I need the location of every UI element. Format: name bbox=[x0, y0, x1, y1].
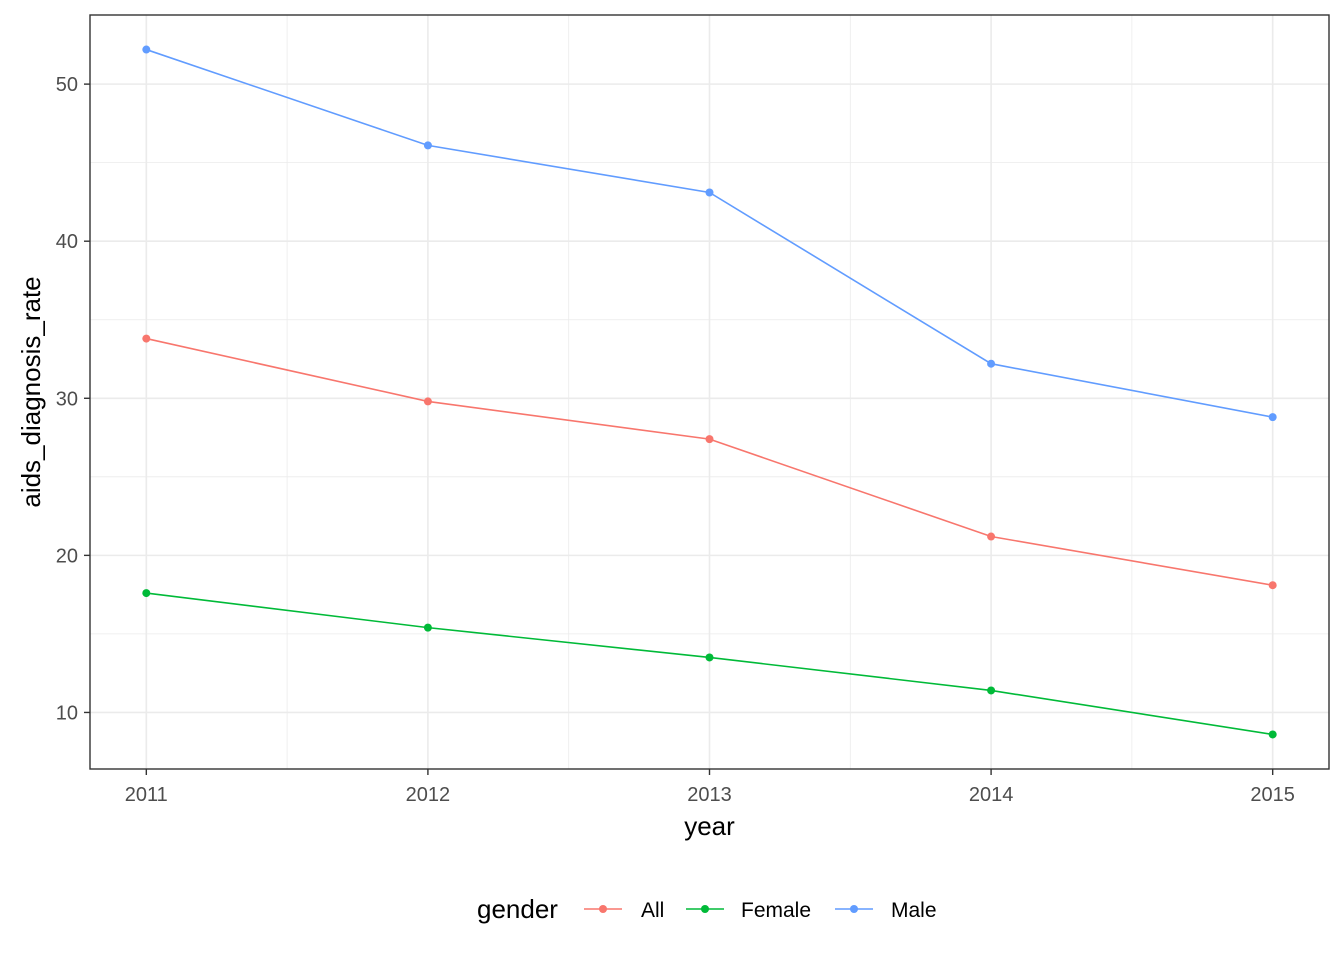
data-point-male bbox=[1268, 413, 1277, 422]
data-point-all bbox=[705, 435, 714, 444]
x-tick-label: 2015 bbox=[1250, 784, 1295, 806]
legend-title: gender bbox=[477, 894, 558, 924]
data-point-male bbox=[142, 45, 151, 54]
y-tick-label: 50 bbox=[56, 74, 78, 96]
legend-key-point-all bbox=[599, 905, 607, 913]
data-point-male bbox=[423, 141, 432, 150]
legend-key-point-female bbox=[701, 905, 709, 913]
data-point-male bbox=[987, 359, 996, 368]
y-tick-label: 40 bbox=[56, 231, 78, 253]
data-point-female bbox=[1268, 730, 1277, 739]
y-tick-label: 30 bbox=[56, 388, 78, 410]
legend-label-all: All bbox=[641, 899, 664, 922]
data-points bbox=[142, 45, 1277, 739]
x-tick-label: 2011 bbox=[125, 784, 168, 806]
data-point-all bbox=[142, 334, 151, 343]
data-point-female bbox=[423, 623, 432, 632]
y-tick-label: 20 bbox=[56, 545, 78, 567]
data-point-female bbox=[142, 589, 151, 598]
grid-lines bbox=[90, 15, 1329, 769]
x-tick-label: 2012 bbox=[406, 784, 451, 806]
data-point-all bbox=[423, 397, 432, 406]
legend-key-point-male bbox=[850, 905, 858, 913]
axes: 2011 2012 2013 2014 2015 10 20 30 40 50 bbox=[56, 74, 1295, 806]
legend-label-female: Female bbox=[741, 899, 811, 922]
x-axis-title: year bbox=[684, 811, 735, 841]
y-axis-title: aids_diagnosis_rate bbox=[16, 276, 46, 507]
x-tick-label: 2014 bbox=[969, 784, 1014, 806]
data-point-all bbox=[987, 532, 996, 541]
legend: gender All Female Male bbox=[477, 894, 937, 924]
data-point-female bbox=[705, 653, 714, 662]
data-point-female bbox=[987, 686, 996, 695]
y-tick-label: 10 bbox=[56, 702, 78, 724]
x-tick-label: 2013 bbox=[687, 784, 732, 806]
legend-label-male: Male bbox=[891, 899, 937, 922]
data-point-male bbox=[705, 188, 714, 197]
data-point-all bbox=[1268, 581, 1277, 590]
